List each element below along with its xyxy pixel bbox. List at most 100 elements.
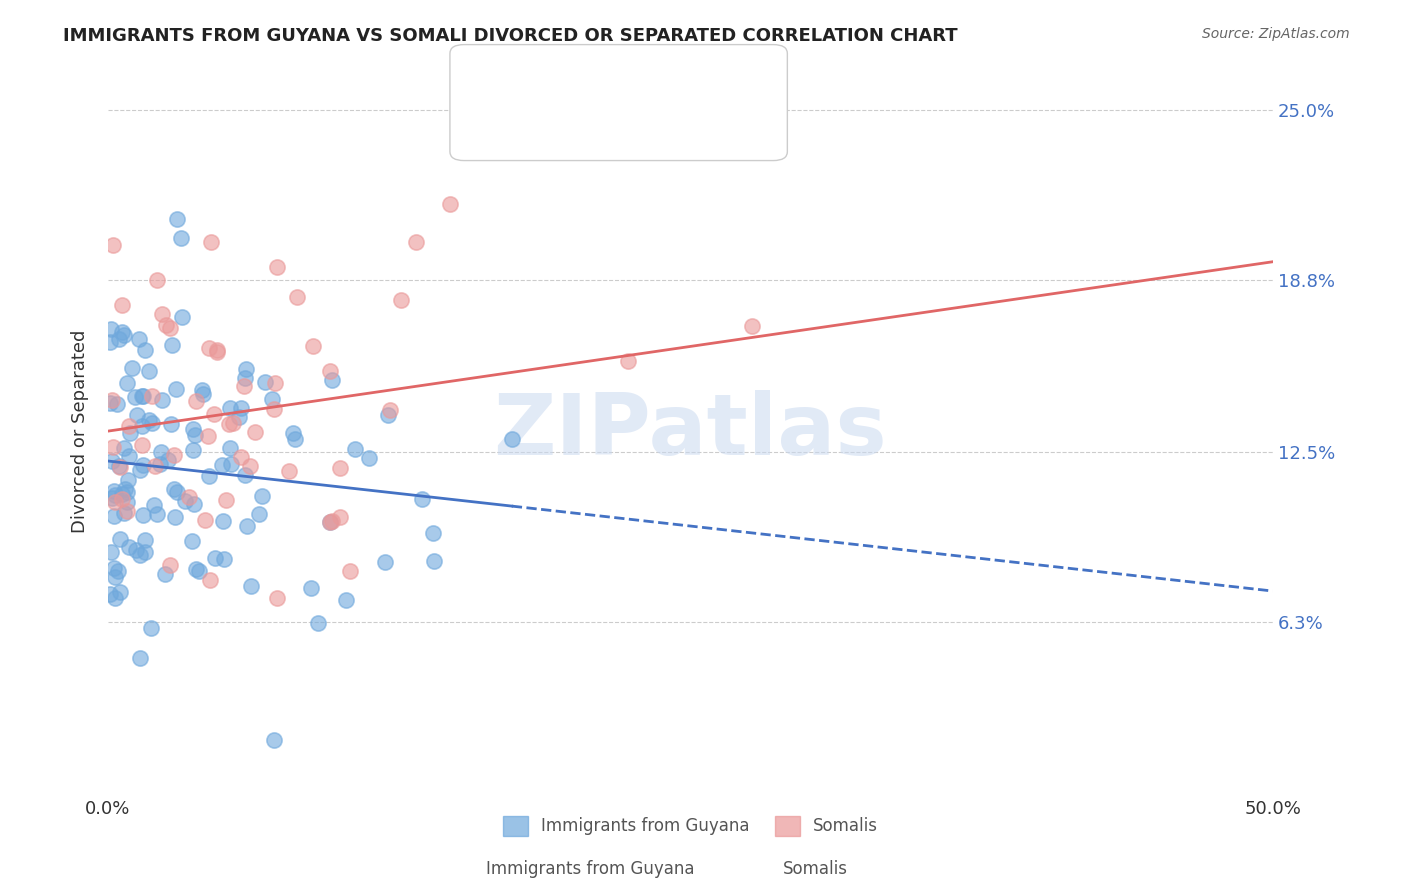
Point: [166, 212, 188, 227]
Point: [218, 441, 240, 455]
Point: [100, 586, 122, 600]
Point: [319, 515, 342, 529]
Point: [191, 386, 214, 401]
Point: [115, 485, 138, 500]
Point: [254, 375, 277, 389]
Point: [115, 504, 138, 518]
Point: [139, 621, 162, 635]
Point: [422, 525, 444, 540]
Point: [321, 514, 343, 528]
Point: [98, 396, 121, 410]
Point: [101, 238, 124, 252]
Point: [222, 416, 245, 430]
Point: [103, 509, 125, 524]
Point: [170, 231, 193, 245]
Text: Source: ZipAtlas.com: Source: ZipAtlas.com: [1202, 27, 1350, 41]
Point: [163, 448, 186, 462]
Point: [262, 392, 284, 407]
Point: [124, 390, 146, 404]
Point: [329, 460, 352, 475]
Point: [405, 235, 427, 249]
Point: [141, 389, 163, 403]
Point: [263, 402, 285, 417]
Point: [411, 492, 433, 507]
Point: [153, 567, 176, 582]
Point: [211, 514, 233, 528]
Point: [184, 428, 207, 442]
Point: [134, 545, 156, 559]
Point: [377, 408, 399, 422]
Point: [141, 417, 163, 431]
Point: [131, 389, 153, 403]
Point: [180, 534, 202, 549]
Point: [235, 362, 257, 376]
Point: [184, 394, 207, 409]
Point: [111, 487, 134, 501]
Point: [205, 345, 228, 359]
Point: [105, 397, 128, 411]
Point: [198, 574, 221, 588]
Point: [118, 449, 141, 463]
Point: [143, 459, 166, 474]
Point: [211, 458, 233, 472]
Point: [188, 564, 211, 578]
Point: [423, 554, 446, 568]
Point: [160, 417, 183, 432]
Point: [159, 558, 181, 572]
Point: [219, 457, 242, 471]
Point: [191, 383, 214, 397]
Point: [131, 438, 153, 452]
Point: [132, 458, 155, 472]
Point: [250, 489, 273, 503]
Point: [177, 490, 200, 504]
Point: [263, 732, 285, 747]
Point: [307, 615, 329, 630]
Point: [155, 318, 177, 333]
Point: [115, 376, 138, 390]
Point: [117, 474, 139, 488]
Point: [228, 410, 250, 425]
Point: [170, 310, 193, 324]
Text: IMMIGRANTS FROM GUYANA VS SOMALI DIVORCED OR SEPARATED CORRELATION CHART: IMMIGRANTS FROM GUYANA VS SOMALI DIVORCE…: [63, 27, 957, 45]
Point: [146, 508, 169, 522]
Point: [181, 422, 204, 436]
Point: [108, 532, 131, 546]
Point: [112, 506, 135, 520]
Point: [239, 459, 262, 474]
Point: [285, 290, 308, 304]
Point: [104, 570, 127, 584]
Point: [218, 417, 240, 431]
Point: [110, 459, 132, 474]
Point: [207, 343, 229, 357]
Point: [129, 651, 152, 665]
Point: [233, 371, 256, 385]
Point: [741, 318, 763, 333]
Point: [104, 488, 127, 502]
Point: [104, 591, 127, 605]
Point: [108, 585, 131, 599]
Point: [138, 413, 160, 427]
Point: [283, 426, 305, 441]
Point: [218, 401, 240, 416]
Point: [103, 484, 125, 499]
Point: [266, 260, 288, 274]
Point: [156, 453, 179, 467]
Point: [329, 510, 352, 524]
Point: [243, 425, 266, 440]
Point: [107, 564, 129, 578]
Text: Immigrants from Guyana: Immigrants from Guyana: [486, 860, 695, 878]
Point: [112, 441, 135, 455]
Point: [335, 593, 357, 607]
Y-axis label: Divorced or Separated: Divorced or Separated: [72, 330, 89, 533]
Point: [194, 513, 217, 527]
Point: [145, 273, 167, 287]
Point: [142, 498, 165, 512]
Point: [215, 493, 238, 508]
Point: [101, 454, 124, 468]
Point: [204, 550, 226, 565]
Point: [501, 432, 523, 446]
Point: [378, 403, 401, 417]
Point: [183, 497, 205, 511]
Legend: Immigrants from Guyana, Somalis: Immigrants from Guyana, Somalis: [495, 807, 886, 845]
Point: [186, 562, 208, 576]
